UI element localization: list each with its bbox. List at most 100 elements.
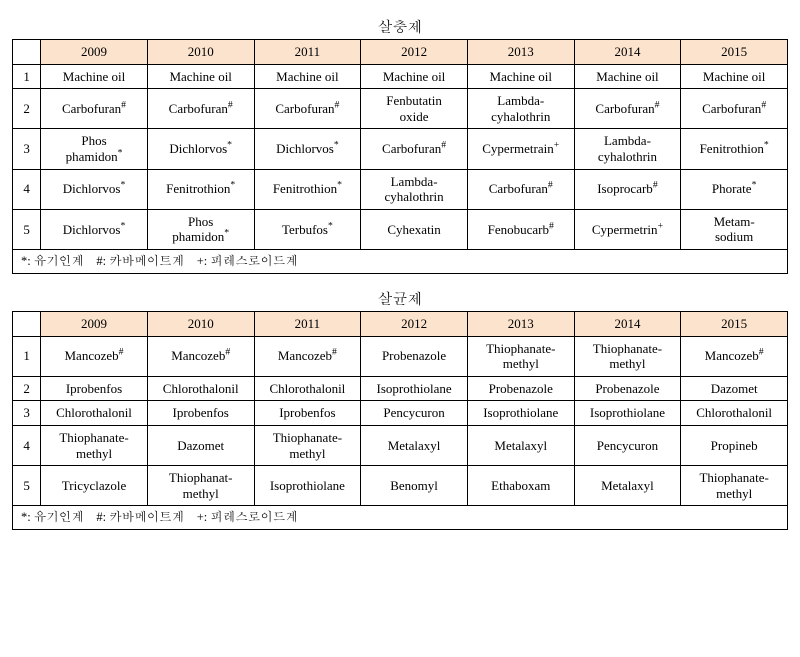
data-cell: Probenazole xyxy=(467,376,574,401)
table-row: 5TricyclazoleThiophanat-methylIsoprothio… xyxy=(13,466,788,506)
table-gap xyxy=(12,274,788,284)
year-header: 2012 xyxy=(361,311,468,336)
data-cell: Mancozeb# xyxy=(147,336,254,376)
row-index: 5 xyxy=(13,209,41,249)
data-cell: Carbofuran# xyxy=(147,89,254,129)
data-cell: Dichlorvos* xyxy=(254,129,361,169)
data-cell: Cyhexatin xyxy=(361,209,468,249)
data-cell: Probenazole xyxy=(361,336,468,376)
data-cell: Chlorothalonil xyxy=(147,376,254,401)
data-cell: Thiophanat-methyl xyxy=(147,466,254,506)
data-cell: Machine oil xyxy=(147,64,254,89)
data-cell: Carbofuran# xyxy=(467,169,574,209)
legend-text: *: 유기인계 #: 카바메이트계 +: 피레스로이드계 xyxy=(13,249,788,273)
legend-row: *: 유기인계 #: 카바메이트계 +: 피레스로이드계 xyxy=(13,506,788,530)
data-cell: Dazomet xyxy=(681,376,788,401)
year-header: 2015 xyxy=(681,311,788,336)
data-cell: Thiophanate-methyl xyxy=(254,425,361,465)
row-index: 5 xyxy=(13,466,41,506)
data-cell: Phosphamidon* xyxy=(41,129,148,169)
table-row: 2Carbofuran#Carbofuran#Carbofuran#Fenbut… xyxy=(13,89,788,129)
data-cell: Metalaxyl xyxy=(467,425,574,465)
data-cell: Tricyclazole xyxy=(41,466,148,506)
data-cell: Ethaboxam xyxy=(467,466,574,506)
data-cell: Iprobenfos xyxy=(41,376,148,401)
table-row: 3ChlorothalonilIprobenfosIprobenfosPency… xyxy=(13,401,788,426)
legend-text: *: 유기인계 #: 카바메이트계 +: 피레스로이드계 xyxy=(13,506,788,530)
data-cell: Thiophanate-methyl xyxy=(681,466,788,506)
data-cell: Metalaxyl xyxy=(361,425,468,465)
header-corner xyxy=(13,311,41,336)
year-header: 2012 xyxy=(361,40,468,65)
year-header: 2009 xyxy=(41,40,148,65)
data-cell: Carbofuran# xyxy=(41,89,148,129)
data-cell: Isoprothiolane xyxy=(467,401,574,426)
data-cell: Dichlorvos* xyxy=(41,209,148,249)
data-cell: Mancozeb# xyxy=(254,336,361,376)
table-title: 살충제 xyxy=(12,16,788,37)
data-cell: Phosphamidon* xyxy=(147,209,254,249)
data-cell: Chlorothalonil xyxy=(41,401,148,426)
row-index: 2 xyxy=(13,89,41,129)
data-cell: Isoprothiolane xyxy=(574,401,681,426)
data-cell: Machine oil xyxy=(681,64,788,89)
data-cell: Fenitrothion* xyxy=(254,169,361,209)
data-cell: Thiophanate-methyl xyxy=(41,425,148,465)
legend-row: *: 유기인계 #: 카바메이트계 +: 피레스로이드계 xyxy=(13,249,788,273)
data-cell: Pencycuron xyxy=(574,425,681,465)
data-cell: Isoprothiolane xyxy=(254,466,361,506)
table-row: 1Mancozeb#Mancozeb#Mancozeb#ProbenazoleT… xyxy=(13,336,788,376)
data-cell: Dazomet xyxy=(147,425,254,465)
row-index: 1 xyxy=(13,64,41,89)
data-cell: Lambda-cyhalothrin xyxy=(467,89,574,129)
year-header: 2011 xyxy=(254,40,361,65)
data-cell: Machine oil xyxy=(41,64,148,89)
row-index: 1 xyxy=(13,336,41,376)
year-header: 2015 xyxy=(681,40,788,65)
row-index: 4 xyxy=(13,425,41,465)
year-header: 2010 xyxy=(147,311,254,336)
data-cell: Probenazole xyxy=(574,376,681,401)
data-table: 20092010201120122013201420151Machine oil… xyxy=(12,39,788,274)
data-cell: Mancozeb# xyxy=(41,336,148,376)
data-cell: Carbofuran# xyxy=(361,129,468,169)
year-header: 2010 xyxy=(147,40,254,65)
data-cell: Carbofuran# xyxy=(254,89,361,129)
data-cell: Machine oil xyxy=(361,64,468,89)
data-cell: Fenbutatinoxide xyxy=(361,89,468,129)
data-cell: Fenobucarb# xyxy=(467,209,574,249)
data-cell: Carbofuran# xyxy=(681,89,788,129)
data-cell: Phorate* xyxy=(681,169,788,209)
data-cell: Pencycuron xyxy=(361,401,468,426)
row-index: 3 xyxy=(13,129,41,169)
year-header: 2009 xyxy=(41,311,148,336)
table-title: 살균제 xyxy=(12,288,788,309)
data-cell: Terbufos* xyxy=(254,209,361,249)
data-cell: Metam-sodium xyxy=(681,209,788,249)
data-cell: Carbofuran# xyxy=(574,89,681,129)
data-cell: Machine oil xyxy=(467,64,574,89)
header-corner xyxy=(13,40,41,65)
year-header: 2014 xyxy=(574,311,681,336)
data-cell: Fenitrothion* xyxy=(147,169,254,209)
table-row: 2IprobenfosChlorothalonilChlorothalonilI… xyxy=(13,376,788,401)
data-cell: Chlorothalonil xyxy=(254,376,361,401)
year-header: 2014 xyxy=(574,40,681,65)
table-row: 3Phosphamidon*Dichlorvos*Dichlorvos*Carb… xyxy=(13,129,788,169)
table-row: 5Dichlorvos*Phosphamidon*Terbufos*Cyhexa… xyxy=(13,209,788,249)
data-cell: Lambda-cyhalothrin xyxy=(361,169,468,209)
data-cell: Dichlorvos* xyxy=(147,129,254,169)
year-header: 2011 xyxy=(254,311,361,336)
data-cell: Machine oil xyxy=(574,64,681,89)
data-cell: Thiophanate-methyl xyxy=(467,336,574,376)
data-cell: Propineb xyxy=(681,425,788,465)
data-cell: Isoprothiolane xyxy=(361,376,468,401)
year-header: 2013 xyxy=(467,311,574,336)
data-cell: Iprobenfos xyxy=(254,401,361,426)
row-index: 2 xyxy=(13,376,41,401)
data-cell: Machine oil xyxy=(254,64,361,89)
row-index: 4 xyxy=(13,169,41,209)
data-cell: Chlorothalonil xyxy=(681,401,788,426)
data-cell: Metalaxyl xyxy=(574,466,681,506)
data-cell: Cypermetrain+ xyxy=(467,129,574,169)
